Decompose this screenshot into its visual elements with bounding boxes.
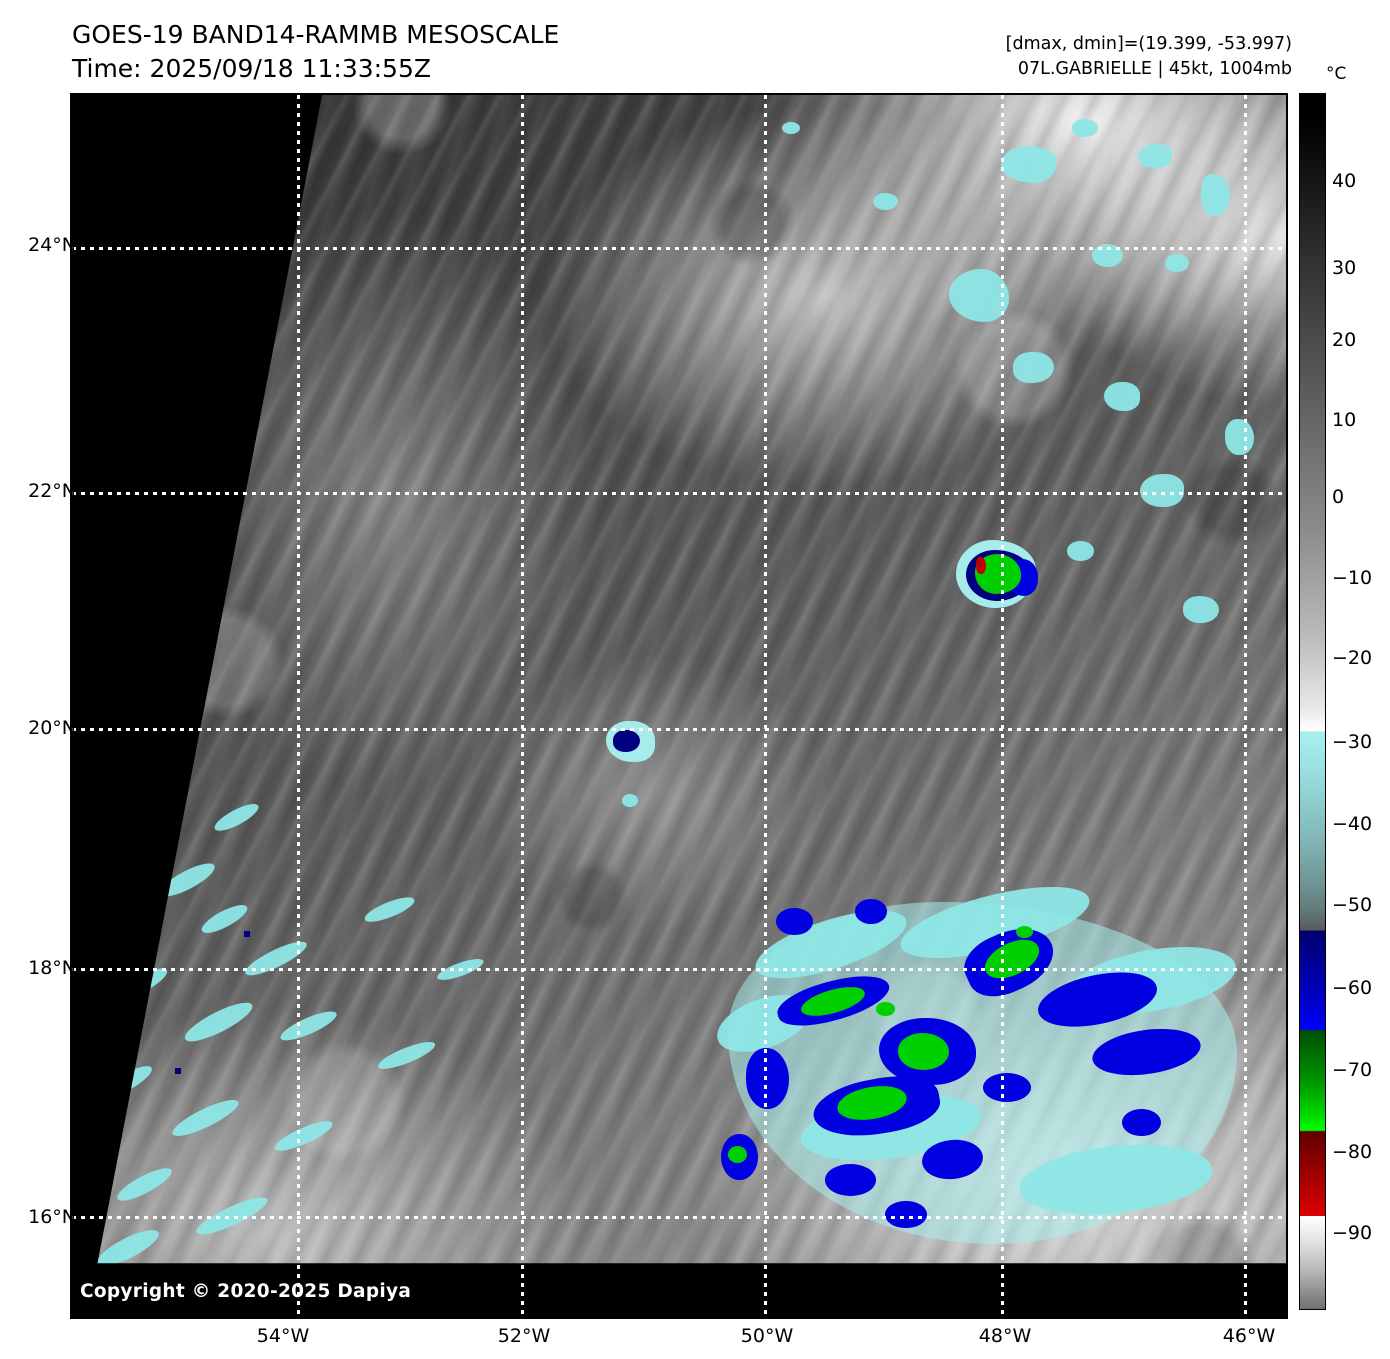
cold-cloud-patch [1067,541,1095,561]
gridline-lat-20n [72,727,1286,731]
lat-tick-label: 18°N [28,957,76,979]
convective-blue-core [824,1164,876,1197]
storm-info-text: 07L.GABRIELLE | 45kt, 1004mb [1017,58,1292,79]
lat-tick-label: 16°N [28,1206,76,1228]
convective-green-core [727,1145,747,1163]
cold-cloud-patch [1137,143,1172,169]
lon-tick-label: 52°W [497,1325,551,1347]
colorbar-tick-label: −20 [1332,647,1373,669]
cold-cloud-patch [1201,174,1231,216]
convective-green-core [897,1033,949,1071]
cold-cloud-patch [1225,418,1255,456]
cold-cloud-patch [1164,253,1189,273]
gridline-lat-22n [72,492,1286,496]
cold-cell-red-core [976,556,987,574]
colorbar-tick-label: −90 [1332,1222,1373,1244]
colorbar-tick-label: 30 [1332,257,1357,279]
cold-cloud-patch [782,121,801,135]
convective-blue-core [855,899,887,924]
colorbar-tick-label: −30 [1332,731,1373,753]
cold-cloud-patch [1140,473,1185,507]
copyright-text: Copyright © 2020-2025 Dapiya [80,1281,412,1302]
convective-blue-core [982,1072,1032,1102]
temperature-colorbar-underflow [1299,1216,1326,1310]
cloud-band-cold-pixel [244,930,251,937]
gridline-lat-24n [72,246,1286,250]
gridline-lon-48w [1000,95,1004,1317]
lat-tick-label: 22°N [28,480,76,502]
convective-blue-core [885,1200,927,1228]
cold-cloud-patch [1103,382,1141,412]
lon-tick-label: 48°W [978,1325,1032,1347]
lon-tick-label: 54°W [256,1325,310,1347]
satellite-image-plot [70,93,1288,1319]
cold-cloud-patch [621,793,638,808]
gridline-lon-54w [296,95,300,1317]
gridline-lat-16n [72,1215,1286,1219]
dmax-dmin-text: [dmax, dmin]=(19.399, -53.997) [1005,34,1292,54]
colorbar-tick-label: −10 [1332,567,1373,589]
convective-blue-core [1122,1109,1161,1137]
gridline-lat-18n [72,967,1286,971]
colorbar-tick-label: 20 [1332,329,1357,351]
colorbar-tick-label: −60 [1332,977,1373,999]
temperature-colorbar [1299,93,1326,1310]
lon-tick-label: 46°W [1222,1325,1276,1347]
cold-cloud-patch [1012,351,1055,384]
colorbar-tick-label: −50 [1332,894,1373,916]
gridline-lon-46w [1243,95,1247,1317]
convective-green-core [875,1001,896,1017]
colorbar-tick-label: −40 [1332,813,1373,835]
gridline-lon-50w [763,95,767,1317]
satellite-raster [72,95,1286,1317]
cloud-band-cold-pixel [175,1067,182,1074]
cold-cloud-patch [1182,596,1220,623]
colorbar-tick-label: −70 [1332,1059,1373,1081]
small-cold-cell-core [613,730,641,753]
page-title: GOES-19 BAND14-RAMMB MESOSCALE Time: 202… [72,18,559,85]
lat-tick-label: 20°N [28,717,76,739]
cold-cloud-patch [1072,119,1098,137]
convective-blue-core [776,907,813,935]
colorbar-unit-label: °C [1326,64,1347,84]
cold-cloud-patch [1091,244,1124,268]
colorbar-tick-label: 10 [1332,409,1357,431]
colorbar-tick-label: 40 [1332,170,1357,192]
title-line-2-time: Time: 2025/09/18 11:33:55Z [72,53,431,83]
cold-cloud-patch [948,268,1010,323]
title-line-1: GOES-19 BAND14-RAMMB MESOSCALE [72,20,560,49]
gridline-lon-52w [521,95,525,1317]
lon-tick-label: 50°W [740,1325,794,1347]
cold-cloud-patch [873,192,898,210]
colorbar-tick-label: 0 [1332,486,1345,508]
header-metadata: [dmax, dmin]=(19.399, -53.997) 07L.GABRI… [1006,32,1292,82]
cold-cloud-patch [1000,146,1057,183]
scan-swath [86,95,1286,1317]
lat-tick-label: 24°N [28,234,76,256]
convective-green-core [1016,925,1034,939]
colorbar-tick-label: −80 [1332,1141,1373,1163]
convective-blue-core [745,1048,790,1110]
